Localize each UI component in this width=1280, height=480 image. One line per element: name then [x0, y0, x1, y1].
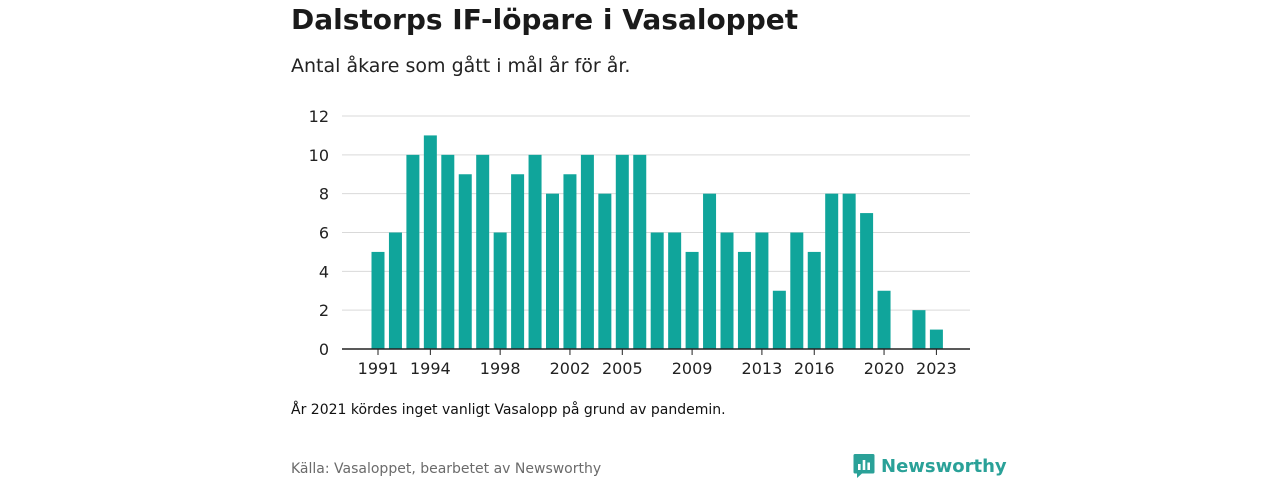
x-tick-label: 2023 — [916, 359, 957, 378]
y-tick-label: 6 — [319, 224, 329, 243]
newsworthy-logo-icon — [853, 454, 875, 478]
bar-2006[interactable] — [633, 154, 647, 349]
bar-2023[interactable] — [929, 329, 943, 349]
bar-1994[interactable] — [423, 135, 437, 349]
bar-1996[interactable] — [458, 174, 472, 349]
y-tick-label: 10 — [309, 146, 329, 165]
bar-2013[interactable] — [755, 232, 769, 350]
bars — [371, 135, 943, 350]
bar-2000[interactable] — [528, 154, 542, 349]
chart-title: Dalstorps IF-löpare i Vasaloppet — [291, 3, 799, 36]
bar-2012[interactable] — [737, 251, 751, 349]
bar-2004[interactable] — [598, 193, 612, 349]
x-tick-label: 1991 — [358, 359, 399, 378]
x-tick-label: 2009 — [672, 359, 713, 378]
bar-1998[interactable] — [493, 232, 507, 350]
y-tick-label: 4 — [319, 262, 329, 281]
bar-2014[interactable] — [772, 290, 786, 349]
x-tick-label: 2013 — [742, 359, 783, 378]
x-tick-label: 1994 — [410, 359, 451, 378]
bar-2003[interactable] — [580, 154, 594, 349]
brand-name: Newsworthy — [881, 455, 1007, 477]
bar-1997[interactable] — [476, 154, 490, 349]
bar-1999[interactable] — [511, 174, 525, 349]
bar-2016[interactable] — [807, 251, 821, 349]
bar-2005[interactable] — [615, 154, 629, 349]
bar-2020[interactable] — [877, 290, 891, 349]
y-tick-label: 2 — [319, 301, 329, 320]
bar-1995[interactable] — [441, 154, 455, 349]
x-axis-ticks: 1991 1994 1998 2002 2005 2009 2013 2016 2020 2023 — [358, 349, 957, 378]
bar-2002[interactable] — [563, 174, 577, 349]
chart-subtitle: Antal åkare som gått i mål år för år. — [291, 55, 631, 77]
bar-chart: 0 2 4 6 8 10 12 1991 1994 1998 2002 2005 2009 2013 20… — [309, 107, 970, 378]
bar-2008[interactable] — [668, 232, 682, 350]
bar-2017[interactable] — [825, 193, 839, 349]
y-tick-label: 0 — [319, 340, 329, 359]
x-tick-label: 1998 — [480, 359, 521, 378]
bar-1991[interactable] — [371, 251, 385, 349]
x-tick-label: 2020 — [864, 359, 905, 378]
newsworthy-brand[interactable]: Newsworthy — [853, 453, 1007, 479]
y-tick-label: 12 — [309, 107, 329, 126]
y-axis-ticks: 0 2 4 6 8 10 12 — [309, 107, 329, 359]
x-tick-label: 2005 — [602, 359, 643, 378]
bar-2022[interactable] — [912, 310, 926, 349]
bar-2007[interactable] — [650, 232, 664, 350]
bar-2015[interactable] — [790, 232, 804, 350]
bar-1992[interactable] — [388, 232, 402, 350]
bar-1993[interactable] — [406, 154, 420, 349]
bar-2009[interactable] — [685, 251, 699, 349]
x-tick-label: 2016 — [794, 359, 835, 378]
bar-2001[interactable] — [546, 193, 559, 349]
bar-2019[interactable] — [860, 213, 874, 349]
source-credit: Källa: Vasaloppet, bearbetet av Newswort… — [291, 461, 602, 477]
y-tick-label: 8 — [319, 185, 329, 204]
bar-2018[interactable] — [842, 193, 856, 349]
bar-2010[interactable] — [703, 193, 717, 349]
chart-note: År 2021 kördes inget vanligt Vasalopp på… — [291, 402, 726, 418]
bar-2011[interactable] — [720, 232, 734, 350]
x-tick-label: 2002 — [550, 359, 591, 378]
